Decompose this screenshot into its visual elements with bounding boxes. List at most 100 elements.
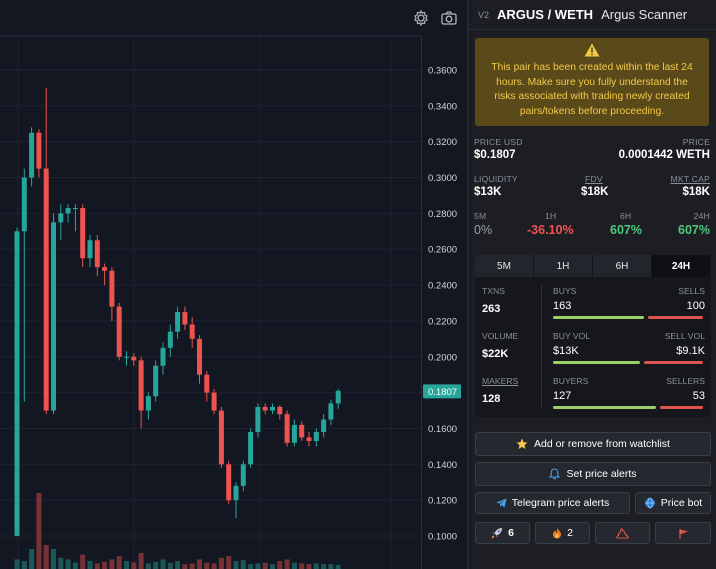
bell-icon: [549, 468, 561, 480]
fire-count: 2: [567, 527, 573, 539]
telegram-icon: [496, 498, 507, 508]
buyers-value: 127: [553, 390, 572, 402]
mkt-cap-label[interactable]: MKT CAP: [670, 174, 710, 184]
watchlist-button-label: Add or remove from watchlist: [534, 438, 670, 450]
sellers-value: 53: [692, 390, 705, 402]
price-tick-label: 0.3400: [428, 101, 457, 112]
rocket-vote-button[interactable]: 6: [475, 522, 530, 544]
change-1h-value: -36.10%: [527, 223, 574, 237]
candle-body: [284, 414, 290, 443]
candle-body: [29, 132, 35, 178]
tab-5m[interactable]: 5M: [475, 255, 534, 277]
volume-bar: [51, 549, 56, 569]
fire-vote-button[interactable]: 2: [535, 522, 590, 544]
change-24h-value: 607%: [678, 223, 710, 237]
current-price-tag: [423, 384, 461, 399]
volume-bar: [189, 563, 195, 569]
change-6h-label: 6H: [620, 211, 632, 221]
price-tick-label: 0.2600: [428, 245, 457, 256]
sells-value: 100: [686, 300, 705, 312]
volume-bar: [240, 560, 246, 569]
candle-body: [65, 208, 71, 214]
candle-body: [21, 177, 27, 232]
candle-body: [270, 406, 275, 411]
volume-bar: [291, 562, 297, 569]
volume-bar: [124, 561, 129, 569]
poop-vote-button[interactable]: [595, 522, 650, 544]
fdv-label[interactable]: FDV: [585, 174, 603, 184]
candlestick-chart[interactable]: 0.3600 0.3400 0.3200 0.3000 0.2800 0.2600 0.24…: [0, 0, 466, 569]
price-bot-button[interactable]: Price bot: [635, 492, 711, 514]
volume-bar: [321, 564, 327, 569]
volume-label: VOLUME: [482, 331, 519, 341]
candle-body: [204, 374, 210, 393]
price-native-label: PRICE: [682, 137, 710, 147]
volume-bar: [160, 559, 166, 569]
volume-bar: [87, 561, 93, 569]
candle-body: [94, 240, 100, 268]
camera-icon[interactable]: [440, 9, 458, 27]
price-row: PRICE USD $0.1807 PRICE 0.0001442 WETH: [468, 137, 716, 174]
change-5m-value: 0%: [474, 223, 493, 237]
volume-bar: [116, 556, 122, 569]
volume-bar: [102, 561, 108, 569]
watchlist-button[interactable]: Add or remove from watchlist: [475, 432, 711, 456]
telegram-alerts-label: Telegram price alerts: [511, 497, 610, 509]
candle-body: [182, 311, 188, 325]
sellers-label: SELLERS: [666, 376, 705, 386]
makers-label[interactable]: MAKERS: [482, 376, 519, 386]
txns-label: TXNS: [482, 286, 505, 296]
buys-value: 163: [553, 300, 572, 312]
price-tick-label: 0.2400: [428, 281, 457, 292]
price-tick-label: 0.1600: [428, 424, 457, 435]
volume-bar: [218, 557, 224, 569]
volume-bar: [14, 559, 20, 569]
candle-body: [153, 365, 159, 397]
volume-bar: [277, 561, 283, 569]
price-tick-label: 0.3000: [428, 173, 457, 184]
star-icon: [516, 438, 528, 449]
chart-toolbar: [0, 0, 466, 36]
price-usd-value: $0.1807: [474, 149, 516, 161]
telegram-alerts-button[interactable]: Telegram price alerts: [475, 492, 630, 514]
globe-icon: [644, 497, 655, 509]
volume-bar: [204, 562, 210, 569]
candle-body: [240, 464, 246, 486]
price-bot-label: Price bot: [660, 497, 703, 509]
volume-bar: [36, 493, 42, 569]
volume-bar: [29, 549, 35, 569]
tab-6h[interactable]: 6H: [593, 255, 652, 277]
sells-label: SELLS: [678, 286, 705, 296]
volume-bar: [233, 561, 239, 569]
liquidity-label: LIQUIDITY: [474, 174, 518, 184]
trading-stats: 5M 1H 6H 24H TXNS 263 BUYS 163 SELLS 100…: [475, 255, 711, 417]
volume-bar: [299, 563, 305, 569]
fire-icon: [553, 527, 562, 539]
price-tick-label: 0.3600: [428, 66, 457, 77]
buy-vol-bar: [553, 361, 640, 364]
candle-body: [43, 168, 49, 411]
volume-bar: [167, 562, 173, 569]
candle-body: [72, 208, 78, 210]
liquidity-value: $13K: [474, 186, 502, 198]
price-tick-label: 0.1200: [428, 496, 457, 507]
new-pair-warning: This pair has been created within the la…: [475, 38, 709, 126]
set-price-alerts-button[interactable]: Set price alerts: [475, 462, 711, 486]
candle-body: [116, 306, 122, 357]
settings-icon[interactable]: [412, 9, 430, 27]
candle-body: [211, 392, 217, 411]
tab-24h[interactable]: 24H: [652, 255, 711, 277]
candle-body: [167, 331, 173, 348]
change-6h-value: 607%: [610, 223, 642, 237]
candle-body: [102, 267, 108, 271]
candle-body: [145, 396, 151, 411]
chart-panel[interactable]: 0.3600 0.3400 0.3200 0.3000 0.2800 0.2600 0.24…: [0, 0, 466, 569]
price-native-value: 0.0001442 WETH: [618, 149, 710, 161]
volume-bar: [328, 564, 334, 569]
version-badge: V2: [478, 9, 490, 20]
txns-value: 263: [482, 303, 501, 315]
price-changes-row: 5M 0% 1H -36.10% 6H 607% 24H 607%: [468, 211, 716, 248]
flag-vote-button[interactable]: [655, 522, 711, 544]
change-5m-label: 5M: [474, 211, 487, 221]
tab-1h[interactable]: 1H: [534, 255, 593, 277]
